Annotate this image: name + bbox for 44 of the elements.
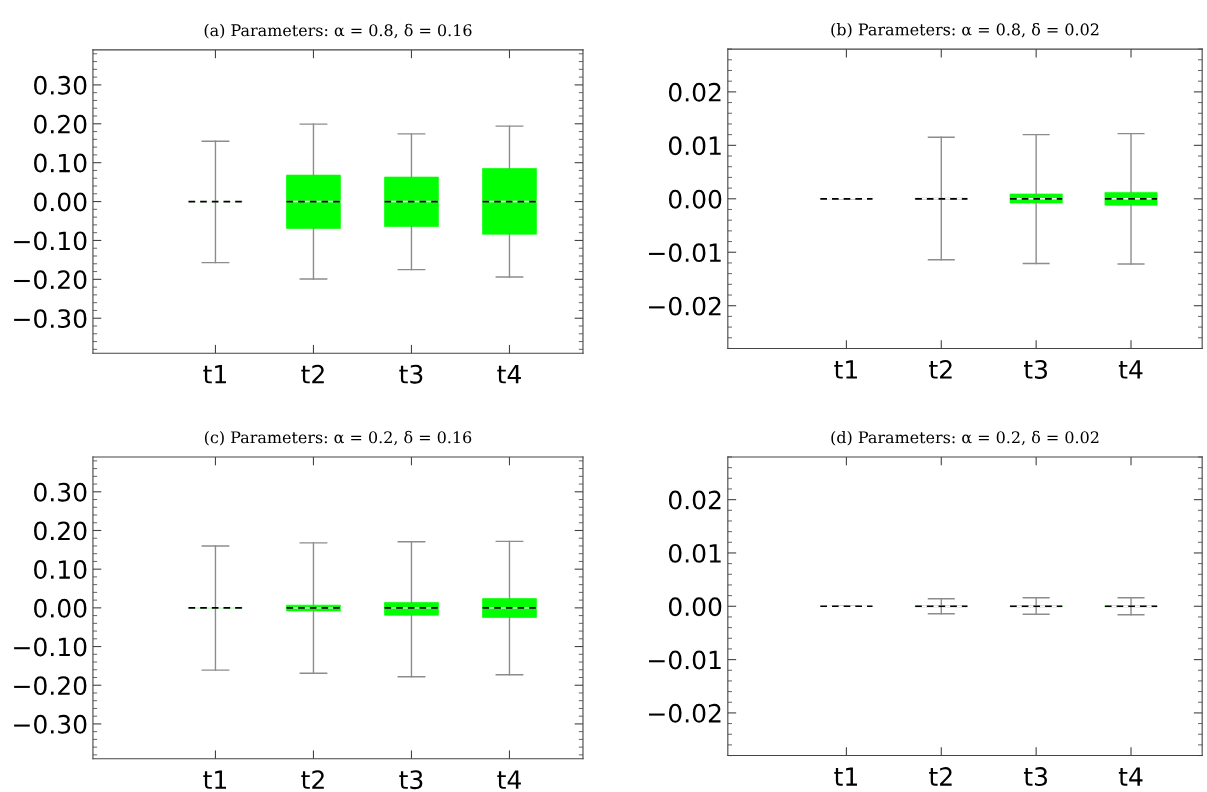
x-tick-label: t2 bbox=[301, 364, 324, 384]
x-tick-label: t2 bbox=[301, 770, 324, 789]
y-tick-label: 0.30 bbox=[34, 75, 87, 95]
y-tick-label: 0.00 bbox=[668, 189, 722, 209]
chart-title: (c) Parameters: α = 0.2, δ = 0.16 bbox=[204, 430, 472, 446]
y-tick-label: 0.30 bbox=[34, 482, 87, 502]
y-tick-label: 0.20 bbox=[34, 521, 87, 541]
y-tick-label: −0.10 bbox=[14, 637, 87, 657]
y-tick-label: 0.10 bbox=[34, 153, 87, 173]
y-tick-label: 0.00 bbox=[34, 598, 87, 618]
x-tick-label: t4 bbox=[497, 770, 521, 789]
x-tick-label: t4 bbox=[1118, 360, 1143, 379]
y-tick-label: 0.01 bbox=[668, 136, 721, 156]
x-tick-label: t1 bbox=[834, 767, 857, 786]
x-tick-label: t1 bbox=[203, 365, 226, 384]
y-tick-label: 0.01 bbox=[668, 543, 721, 563]
y-tick-label: 0.10 bbox=[34, 560, 87, 580]
y-tick-label: 0.02 bbox=[668, 82, 721, 102]
y-tick-label: −0.01 bbox=[649, 243, 721, 263]
x-tick-label: t3 bbox=[1023, 360, 1047, 379]
x-tick-label: t2 bbox=[929, 360, 952, 379]
y-tick-label: 0.00 bbox=[668, 597, 722, 617]
y-tick-label: 0.00 bbox=[34, 192, 87, 212]
x-tick-label: t3 bbox=[399, 364, 423, 384]
x-tick-label: t3 bbox=[399, 770, 423, 790]
chart-title: (d) Parameters: α = 0.2, δ = 0.02 bbox=[831, 430, 1099, 446]
y-tick-label: −0.30 bbox=[14, 714, 87, 734]
y-tick-label: −0.20 bbox=[14, 270, 87, 290]
y-tick-label: −0.20 bbox=[14, 676, 87, 696]
y-tick-label: −0.30 bbox=[14, 309, 87, 329]
y-tick-label: −0.02 bbox=[649, 703, 721, 723]
chart-title: (a) Parameters: α = 0.8, δ = 0.16 bbox=[204, 23, 472, 39]
y-tick-label: −0.02 bbox=[649, 296, 721, 316]
y-tick-label: −0.01 bbox=[649, 650, 721, 670]
y-tick-label: 0.02 bbox=[668, 490, 721, 510]
x-tick-label: t4 bbox=[497, 365, 521, 384]
x-tick-label: t4 bbox=[1118, 767, 1143, 786]
x-tick-label: t1 bbox=[203, 770, 226, 789]
chart-title: (b) Parameters: α = 0.8, δ = 0.02 bbox=[831, 22, 1099, 38]
x-tick-label: t2 bbox=[929, 767, 952, 786]
y-tick-label: −0.10 bbox=[14, 231, 87, 251]
x-tick-label: t1 bbox=[834, 360, 857, 379]
x-tick-label: t3 bbox=[1023, 767, 1047, 787]
y-tick-label: 0.20 bbox=[34, 114, 87, 134]
